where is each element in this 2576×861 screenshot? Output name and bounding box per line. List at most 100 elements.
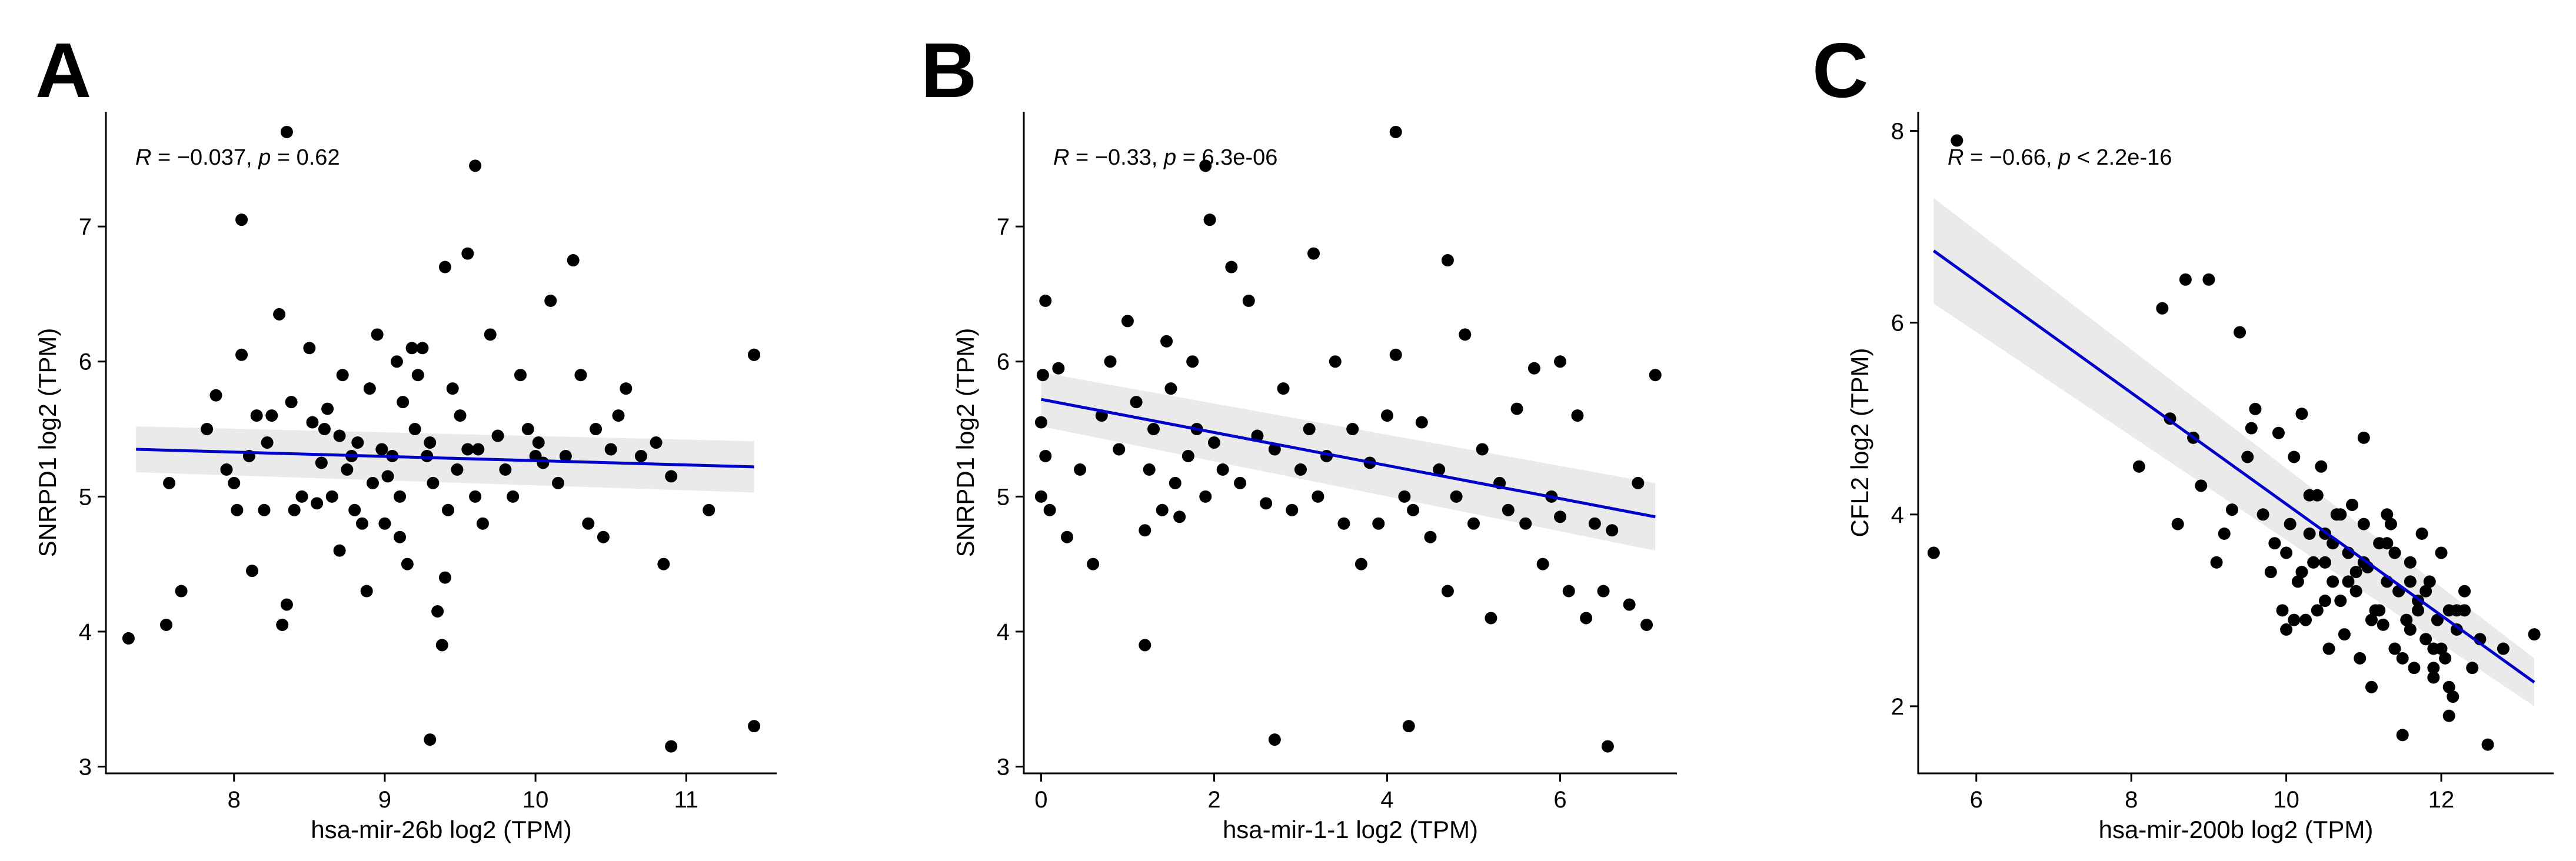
data-point (258, 503, 271, 516)
regression-line (136, 448, 754, 469)
data-point (1398, 490, 1411, 503)
x-tick-label: 2 (1207, 787, 1220, 813)
data-point (245, 565, 258, 578)
data-point (2179, 273, 2192, 286)
data-point (2381, 537, 2394, 550)
correlation-annotation: R = −0.66, p < 2.2e-16 (1948, 145, 2172, 170)
data-point (507, 490, 520, 503)
x-tick-label: 8 (228, 787, 241, 813)
data-point (424, 733, 437, 746)
y-tick-label: 4 (79, 619, 92, 645)
data-point (574, 369, 587, 382)
data-point (2276, 604, 2289, 617)
data-point (2415, 527, 2428, 540)
data-point (559, 449, 572, 462)
data-point (2272, 426, 2285, 439)
data-point (228, 476, 241, 489)
data-point (491, 429, 504, 442)
data-point (2419, 585, 2432, 598)
x-axis-title: hsa-mir-26b log2 (TPM) (311, 816, 571, 843)
data-point (1354, 558, 1367, 570)
data-point (2288, 613, 2301, 626)
data-point (1337, 517, 1350, 530)
data-point (2318, 595, 2331, 608)
regression-line (1040, 398, 1656, 519)
y-tick-label: 5 (79, 484, 92, 510)
data-point (1389, 125, 1402, 138)
data-point (1143, 463, 1156, 476)
x-axis-title: hsa-mir-1-1 log2 (TPM) (1223, 816, 1478, 843)
data-point (2346, 498, 2359, 511)
data-point (544, 294, 557, 307)
data-point (1182, 449, 1194, 462)
y-tick-label: 7 (79, 214, 92, 240)
data-point (597, 530, 610, 543)
data-point (321, 402, 334, 415)
panel-letter: A (35, 27, 91, 114)
data-point (2466, 662, 2479, 675)
data-point (2225, 503, 2238, 516)
data-point (1147, 423, 1160, 436)
data-point (2334, 595, 2347, 608)
data-point (2295, 566, 2308, 579)
data-point (427, 476, 440, 489)
data-point (360, 585, 373, 598)
data-point (748, 720, 761, 733)
data-point (381, 470, 394, 483)
data-point (1169, 476, 1182, 489)
data-point (2431, 613, 2444, 626)
data-point (1234, 476, 1247, 489)
data-point (2195, 479, 2208, 492)
data-point (2357, 518, 2370, 530)
x-tick-label: 12 (2428, 787, 2455, 813)
data-point (231, 503, 244, 516)
x-tick-label: 10 (2273, 787, 2299, 813)
data-point (2396, 729, 2409, 742)
data-point (1207, 436, 1220, 449)
data-point (2295, 408, 2308, 421)
data-point (378, 517, 391, 530)
data-point (1459, 328, 1472, 341)
data-point (2291, 575, 2304, 588)
data-point (1433, 463, 1446, 476)
data-point (1130, 396, 1143, 409)
data-point (657, 558, 670, 570)
data-point (2338, 628, 2351, 641)
data-point (1036, 369, 1049, 382)
data-point (1216, 463, 1229, 476)
x-tick-label: 10 (522, 787, 549, 813)
data-point (1260, 497, 1273, 510)
data-point (2404, 623, 2417, 636)
data-point (748, 348, 761, 361)
data-point (163, 476, 176, 489)
data-point (1640, 618, 1653, 631)
data-point (2481, 738, 2494, 751)
y-axis-title: SNRPD1 log2 (TPM) (34, 328, 61, 558)
data-point (1186, 355, 1199, 368)
data-point (333, 544, 346, 557)
data-point (2458, 604, 2471, 617)
data-point (1649, 369, 1662, 382)
data-point (390, 355, 403, 368)
data-point (1441, 585, 1454, 598)
data-point (650, 436, 663, 449)
data-point (2427, 642, 2440, 655)
data-point (2280, 623, 2293, 636)
data-point (2342, 575, 2355, 588)
data-point (1372, 517, 1385, 530)
data-point (250, 409, 263, 422)
data-point (366, 476, 379, 489)
data-point (514, 369, 527, 382)
data-point (1087, 558, 1100, 570)
y-tick-label: 4 (997, 619, 1010, 645)
data-point (582, 517, 595, 530)
data-point (1407, 503, 1420, 516)
data-point (1346, 423, 1359, 436)
data-point (476, 517, 489, 530)
data-point (318, 423, 331, 436)
confidence-band (1933, 198, 2535, 706)
data-point (2156, 302, 2169, 315)
data-point (2171, 518, 2184, 530)
data-point (1034, 490, 1047, 503)
data-point (1536, 558, 1549, 570)
